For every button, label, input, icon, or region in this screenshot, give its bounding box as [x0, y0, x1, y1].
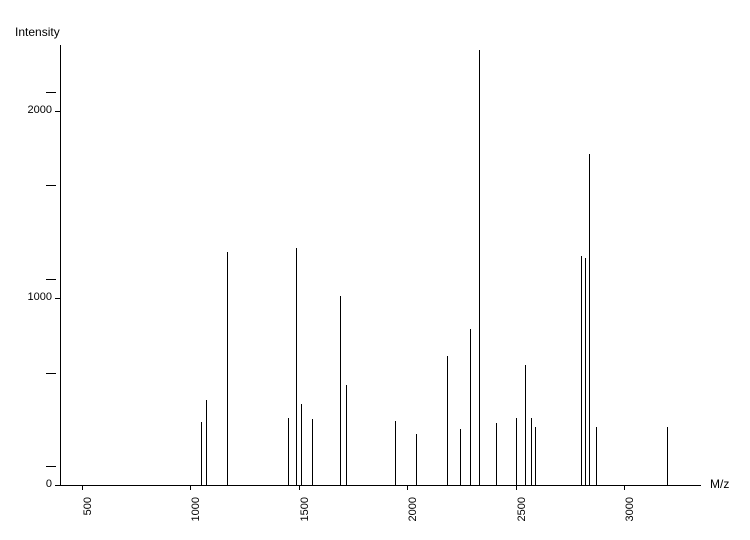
spectrum-peak: [525, 365, 526, 485]
x-tick-mark: [190, 485, 191, 490]
y-tick-label: 2000: [28, 104, 52, 116]
y-axis-title: Intensity: [15, 25, 60, 39]
spectrum-peak: [296, 248, 297, 485]
spectrum-peak: [416, 434, 417, 485]
mass-spectrum-chart: Intensity M/z 0 1000 2000 500 1000 1500 2000 25…: [0, 0, 750, 540]
x-tick-label: 1500: [299, 497, 311, 537]
spectrum-peak: [460, 429, 461, 485]
spectrum-peak: [312, 419, 313, 485]
spectrum-peak: [201, 422, 202, 485]
spectrum-peak: [596, 427, 597, 485]
y-ruler-mark: [46, 373, 56, 374]
y-ruler-mark: [46, 92, 56, 93]
x-tick-label: 3000: [624, 497, 636, 537]
y-tick-mark: [55, 111, 60, 112]
spectrum-peak: [447, 356, 448, 485]
x-tick-label: 2500: [516, 497, 528, 537]
x-axis-title: M/z: [710, 477, 729, 491]
plot-area: [60, 45, 701, 486]
spectrum-peak: [535, 427, 536, 485]
y-ruler-mark: [46, 279, 56, 280]
spectrum-peak: [585, 258, 586, 485]
y-ruler-mark: [46, 466, 56, 467]
spectrum-peak: [479, 50, 480, 485]
y-tick-label: 1000: [28, 291, 52, 303]
y-ruler-mark: [46, 185, 56, 186]
spectrum-peak: [206, 400, 207, 485]
x-tick-label: 1000: [190, 497, 202, 537]
spectrum-peak: [531, 418, 532, 485]
spectrum-peak: [395, 421, 396, 485]
x-tick-label: 2000: [407, 497, 419, 537]
spectrum-peak: [470, 329, 471, 485]
y-tick-mark: [55, 485, 60, 486]
spectrum-peak: [516, 418, 517, 485]
spectrum-peak: [589, 154, 590, 485]
x-tick-label: 500: [82, 497, 94, 537]
spectrum-peak: [496, 423, 497, 485]
spectrum-peak: [301, 404, 302, 485]
y-tick-label: 0: [46, 478, 52, 490]
spectrum-peak: [346, 385, 347, 485]
x-tick-mark: [82, 485, 83, 490]
spectrum-peak: [581, 256, 582, 485]
spectrum-peak: [288, 418, 289, 485]
x-tick-mark: [624, 485, 625, 490]
x-tick-mark: [299, 485, 300, 490]
spectrum-peak: [227, 252, 228, 485]
spectrum-peak: [340, 296, 341, 485]
y-tick-mark: [55, 298, 60, 299]
x-tick-mark: [407, 485, 408, 490]
x-tick-mark: [516, 485, 517, 490]
spectrum-peak: [667, 427, 668, 485]
